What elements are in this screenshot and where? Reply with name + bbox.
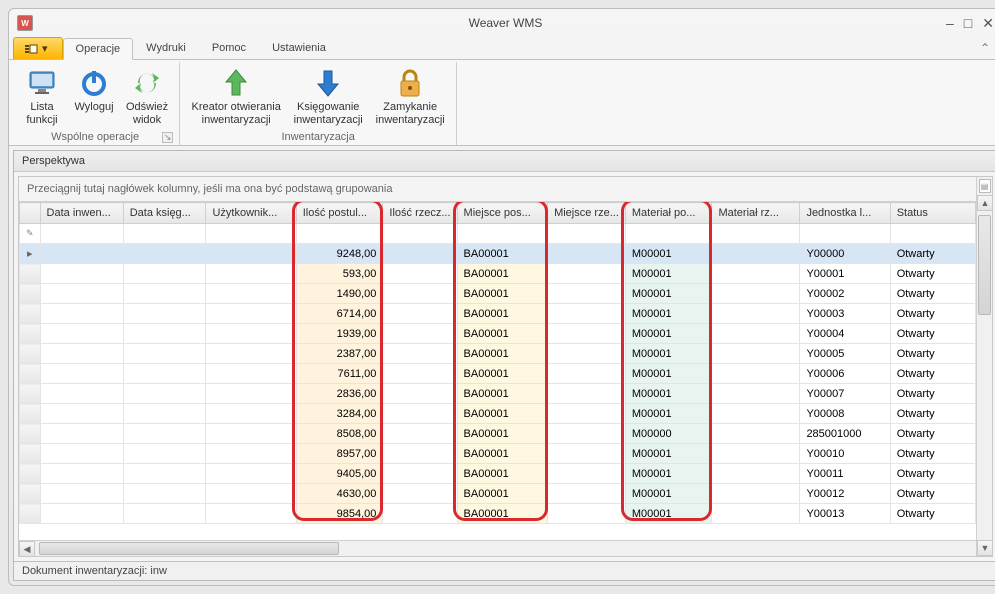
kreator-otwierania-button[interactable]: Kreator otwierania inwentaryzacji	[186, 64, 286, 130]
app-window: W Weaver WMS – □ ✕ ▾ Operacje Wydruki Po…	[8, 8, 995, 586]
tab-ustawienia[interactable]: Ustawienia	[259, 37, 339, 59]
filter-cell[interactable]	[296, 224, 383, 244]
refresh-icon	[131, 67, 163, 99]
horizontal-scrollbar[interactable]: ◀ ▶	[19, 540, 992, 556]
ribbon: Lista funkcji Wyloguj Odśwież widok Wspó…	[9, 60, 995, 146]
close-button[interactable]: ✕	[982, 15, 994, 32]
zamykanie-button[interactable]: Zamykanie inwentaryzacji	[370, 64, 450, 130]
column-header[interactable]: Miejsce rze...	[548, 203, 626, 224]
status-bar: Dokument inwentaryzacji: inw	[14, 561, 995, 580]
table-row[interactable]: 593,00BA00001M00001Y00001Otwarty	[20, 264, 976, 284]
vertical-scrollbar[interactable]: ▤ ▲ ▼	[976, 177, 992, 556]
table-row[interactable]: 2387,00BA00001M00001Y00005Otwarty	[20, 344, 976, 364]
table-row[interactable]: 6714,00BA00001M00001Y00003Otwarty	[20, 304, 976, 324]
table-row[interactable]: 7611,00BA00001M00001Y00006Otwarty	[20, 364, 976, 384]
ribbon-collapse-button[interactable]: ⌃	[972, 37, 995, 59]
tab-wydruki[interactable]: Wydruki	[133, 37, 199, 59]
maximize-button[interactable]: □	[964, 15, 972, 32]
tab-operacje[interactable]: Operacje	[63, 38, 134, 60]
chevron-down-icon: ▾	[42, 42, 48, 55]
scroll-down-button[interactable]: ▼	[977, 540, 993, 556]
table-row[interactable]: 9854,00BA00001M00001Y00013Otwarty	[20, 504, 976, 524]
lock-icon	[394, 67, 426, 99]
filter-cell[interactable]	[383, 224, 457, 244]
column-header[interactable]: Jednostka l...	[800, 203, 890, 224]
table-row[interactable]: 8508,00BA00001M00000285001000Otwarty	[20, 424, 976, 444]
column-header[interactable]: Użytkownik...	[206, 203, 296, 224]
filter-cell[interactable]	[40, 224, 123, 244]
dialog-launcher-common[interactable]: ↘	[162, 132, 173, 143]
odswiez-button[interactable]: Odśwież widok	[121, 64, 173, 130]
column-header[interactable]: Data księg...	[123, 203, 206, 224]
wyloguj-button[interactable]: Wyloguj	[69, 64, 119, 130]
column-header[interactable]: Miejsce pos...	[457, 203, 548, 224]
panel-title: Perspektywa	[14, 151, 995, 172]
ksiegowanie-button[interactable]: Księgowanie inwentaryzacji	[288, 64, 368, 130]
minimize-button[interactable]: –	[946, 15, 954, 32]
column-header[interactable]: Materiał rz...	[712, 203, 800, 224]
column-header[interactable]: Ilość postul...	[296, 203, 383, 224]
ribbon-group-inventory: Kreator otwierania inwentaryzacji Księgo…	[180, 62, 457, 145]
column-header[interactable]: Ilość rzecz...	[383, 203, 457, 224]
table-row[interactable]: ▸9248,00BA00001M00001Y00000Otwarty	[20, 244, 976, 264]
table-row[interactable]: 4630,00BA00001M00001Y00012Otwarty	[20, 484, 976, 504]
arrow-up-green-icon	[220, 67, 252, 99]
filter-cell[interactable]	[123, 224, 206, 244]
tab-pomoc[interactable]: Pomoc	[199, 37, 259, 59]
file-tab[interactable]: ▾	[13, 37, 63, 59]
monitor-icon	[26, 67, 58, 99]
ribbon-tab-strip: ▾ Operacje Wydruki Pomoc Ustawienia ⌃	[9, 37, 995, 60]
column-header[interactable]: Data inwen...	[40, 203, 123, 224]
ribbon-group-inventory-title: Inwentaryzacja	[282, 131, 355, 143]
scrollbar-bookmark-icon[interactable]: ▤	[979, 179, 991, 193]
content-panel: Perspektywa Przeciągnij tutaj nagłówek k…	[13, 150, 995, 581]
filter-cell[interactable]	[548, 224, 626, 244]
data-grid[interactable]: Data inwen...Data księg...Użytkownik...I…	[19, 202, 992, 540]
table-row[interactable]: 2836,00BA00001M00001Y00007Otwarty	[20, 384, 976, 404]
filter-cell[interactable]	[800, 224, 890, 244]
lista-funkcji-button[interactable]: Lista funkcji	[17, 64, 67, 130]
filter-cell[interactable]	[206, 224, 296, 244]
ribbon-group-common-title: Wspólne operacje	[51, 131, 139, 143]
ribbon-group-common: Lista funkcji Wyloguj Odśwież widok Wspó…	[11, 62, 180, 145]
scroll-thumb[interactable]	[978, 215, 991, 315]
filter-cell[interactable]	[625, 224, 712, 244]
table-row[interactable]: 1490,00BA00001M00001Y00002Otwarty	[20, 284, 976, 304]
table-row[interactable]: 9405,00BA00001M00001Y00011Otwarty	[20, 464, 976, 484]
group-by-panel[interactable]: Przeciągnij tutaj nagłówek kolumny, jeśl…	[19, 177, 992, 202]
arrow-down-blue-icon	[312, 67, 344, 99]
scroll-left-button[interactable]: ◀	[19, 541, 35, 557]
column-header[interactable]: Status	[890, 203, 975, 224]
table-row[interactable]: 1939,00BA00001M00001Y00004Otwarty	[20, 324, 976, 344]
window-title: Weaver WMS	[9, 16, 995, 30]
filter-cell[interactable]	[890, 224, 975, 244]
title-bar: W Weaver WMS – □ ✕	[9, 9, 995, 37]
column-header[interactable]: Materiał po...	[625, 203, 712, 224]
table-row[interactable]: 3284,00BA00001M00001Y00008Otwarty	[20, 404, 976, 424]
filter-cell[interactable]	[712, 224, 800, 244]
filter-row-indicator: ✎	[20, 224, 41, 244]
hscroll-thumb[interactable]	[39, 542, 339, 555]
grid-container: Przeciągnij tutaj nagłówek kolumny, jeśl…	[18, 176, 993, 557]
table-row[interactable]: 8957,00BA00001M00001Y00010Otwarty	[20, 444, 976, 464]
power-icon	[78, 67, 110, 99]
filter-cell[interactable]	[457, 224, 548, 244]
scroll-up-button[interactable]: ▲	[977, 195, 993, 211]
